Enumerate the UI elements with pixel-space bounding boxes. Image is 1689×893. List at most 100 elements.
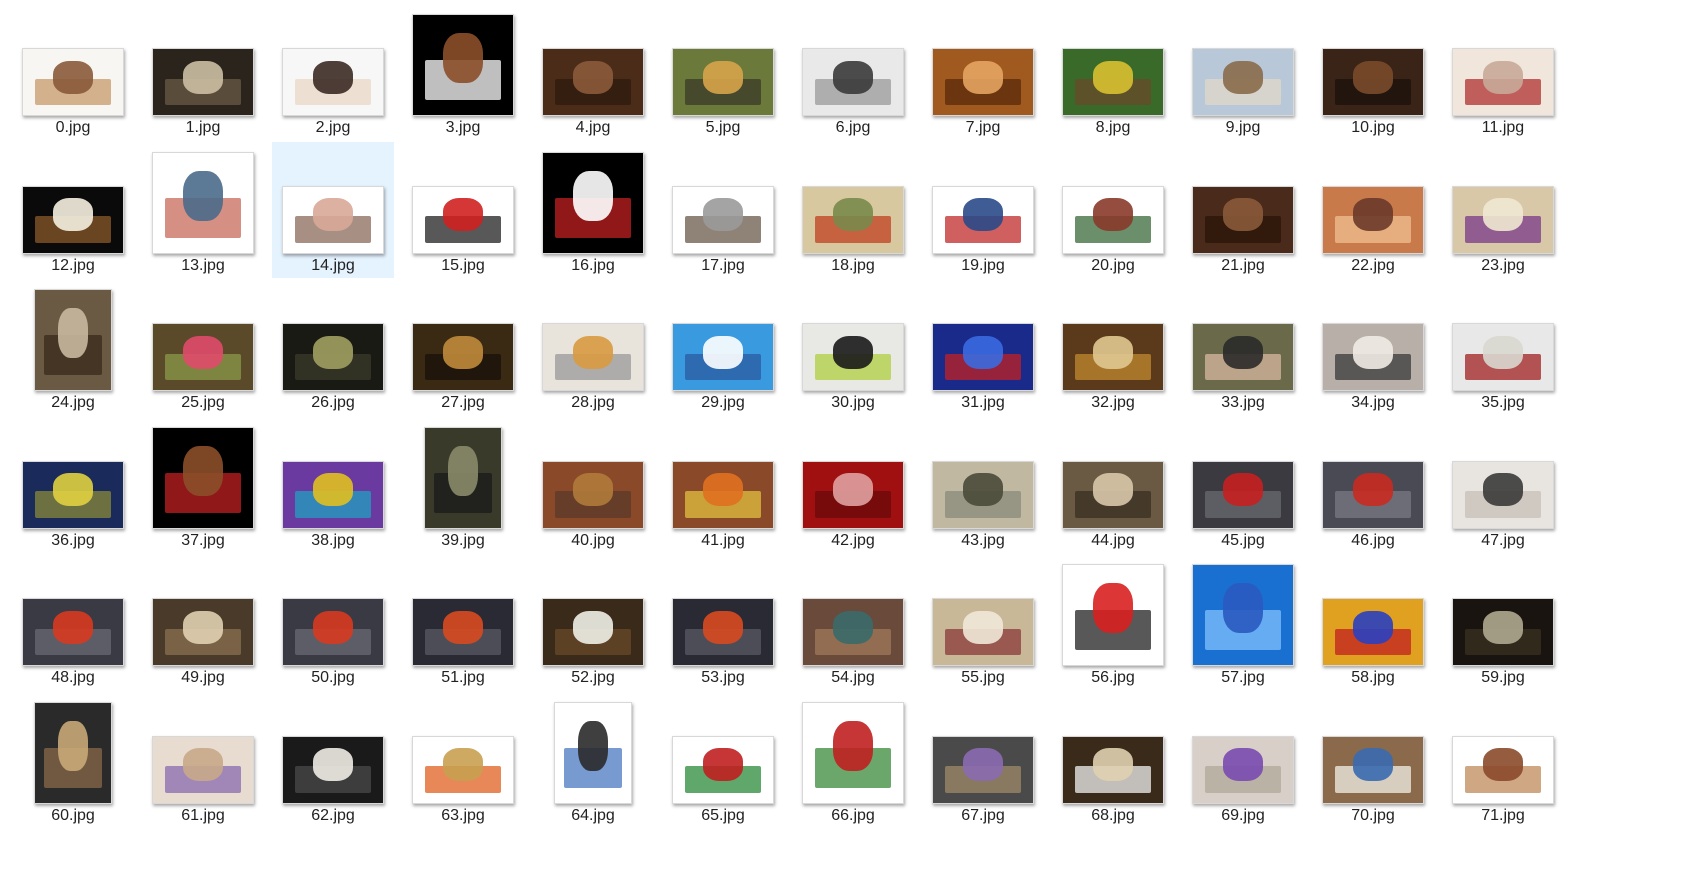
file-name: 1.jpg xyxy=(185,119,221,136)
file-item[interactable]: 42.jpg xyxy=(792,417,914,553)
file-item[interactable]: 16.jpg xyxy=(532,142,654,278)
file-item[interactable]: 38.jpg xyxy=(272,417,394,553)
notebook-icon xyxy=(1062,564,1164,666)
file-item[interactable]: 53.jpg xyxy=(662,554,784,690)
file-item[interactable]: 14.jpg xyxy=(272,141,394,278)
file-item[interactable]: 59.jpg xyxy=(1442,554,1564,690)
thumbnail-frame xyxy=(922,417,1044,529)
file-item[interactable]: 11.jpg xyxy=(1442,4,1564,140)
thumbnail-frame xyxy=(792,692,914,804)
thumbnail-frame xyxy=(272,417,394,529)
file-item[interactable]: 43.jpg xyxy=(922,417,1044,553)
file-item[interactable]: 21.jpg xyxy=(1182,142,1304,278)
file-item[interactable]: 4.jpg xyxy=(532,4,654,140)
file-item[interactable]: 47.jpg xyxy=(1442,417,1564,553)
heart-book-icon xyxy=(1322,323,1424,391)
file-item[interactable]: 44.jpg xyxy=(1052,417,1174,553)
book-lavender-icon xyxy=(1452,185,1554,254)
file-item[interactable]: 13.jpg xyxy=(142,142,264,278)
file-item[interactable]: 66.jpg xyxy=(792,692,914,828)
file-item[interactable]: 0.jpg xyxy=(12,4,134,140)
file-item[interactable]: 67.jpg xyxy=(922,692,1044,828)
file-item[interactable]: 63.jpg xyxy=(402,692,524,828)
file-item[interactable]: 6.jpg xyxy=(792,4,914,140)
file-name: 28.jpg xyxy=(571,394,615,411)
file-item[interactable]: 34.jpg xyxy=(1312,279,1434,415)
file-item[interactable]: 2.jpg xyxy=(272,4,394,140)
dictionary-icon xyxy=(542,323,644,391)
file-item[interactable]: 56.jpg xyxy=(1052,554,1174,690)
file-item[interactable]: 24.jpg xyxy=(12,279,134,415)
file-item[interactable]: 36.jpg xyxy=(12,417,134,553)
file-name: 17.jpg xyxy=(701,256,745,274)
file-name: 23.jpg xyxy=(1481,256,1525,274)
file-item[interactable]: 54.jpg xyxy=(792,554,914,690)
book-stack-icon xyxy=(152,151,254,254)
file-item[interactable]: 55.jpg xyxy=(922,554,1044,690)
file-item[interactable]: 41.jpg xyxy=(662,417,784,553)
file-item[interactable]: 65.jpg xyxy=(662,692,784,828)
file-item[interactable]: 17.jpg xyxy=(662,142,784,278)
file-item[interactable]: 48.jpg xyxy=(12,554,134,690)
file-item[interactable]: 40.jpg xyxy=(532,417,654,553)
thumbnail-frame xyxy=(142,279,264,391)
file-item[interactable]: 46.jpg xyxy=(1312,417,1434,553)
church-window-icon xyxy=(282,323,384,391)
thumbnail-frame xyxy=(1312,417,1434,529)
file-item[interactable]: 71.jpg xyxy=(1442,692,1564,828)
file-item[interactable]: 1.jpg xyxy=(142,4,264,140)
thumbnail-frame xyxy=(1052,142,1174,254)
file-item[interactable]: 62.jpg xyxy=(272,692,394,828)
file-item[interactable]: 9.jpg xyxy=(1182,4,1304,140)
file-item[interactable]: 61.jpg xyxy=(142,692,264,828)
file-item[interactable]: 57.jpg xyxy=(1182,554,1304,690)
file-item[interactable]: 32.jpg xyxy=(1052,279,1174,415)
file-item[interactable]: 22.jpg xyxy=(1312,142,1434,278)
file-item[interactable]: 51.jpg xyxy=(402,554,524,690)
file-item[interactable]: 27.jpg xyxy=(402,279,524,415)
file-name: 36.jpg xyxy=(51,531,95,549)
file-item[interactable]: 33.jpg xyxy=(1182,279,1304,415)
thumbnail-frame xyxy=(532,554,654,666)
file-item[interactable]: 50.jpg xyxy=(272,554,394,690)
file-item[interactable]: 7.jpg xyxy=(922,4,1044,140)
file-item[interactable]: 64.jpg xyxy=(532,692,654,828)
file-name: 8.jpg xyxy=(1095,119,1131,136)
thumbnail-frame xyxy=(402,417,524,529)
file-name: 25.jpg xyxy=(181,394,225,411)
thumbnail-frame xyxy=(12,554,134,666)
file-item[interactable]: 30.jpg xyxy=(792,279,914,415)
file-item[interactable]: 18.jpg xyxy=(792,142,914,278)
file-item[interactable]: 10.jpg xyxy=(1312,4,1434,140)
file-item[interactable]: 28.jpg xyxy=(532,279,654,415)
file-item[interactable]: 19.jpg xyxy=(922,142,1044,278)
file-item[interactable]: 26.jpg xyxy=(272,279,394,415)
file-item[interactable]: 69.jpg xyxy=(1182,692,1304,828)
file-item[interactable]: 12.jpg xyxy=(12,142,134,278)
file-item[interactable]: 8.jpg xyxy=(1052,4,1174,140)
file-item[interactable]: 52.jpg xyxy=(532,554,654,690)
file-name: 26.jpg xyxy=(311,394,355,411)
thumbnail-frame xyxy=(12,142,134,254)
file-item[interactable]: 68.jpg xyxy=(1052,692,1174,828)
file-item[interactable]: 20.jpg xyxy=(1052,142,1174,278)
file-item[interactable]: 23.jpg xyxy=(1442,142,1564,278)
file-item[interactable]: 45.jpg xyxy=(1182,417,1304,553)
file-item[interactable]: 70.jpg xyxy=(1312,692,1434,828)
file-item[interactable]: 31.jpg xyxy=(922,279,1044,415)
thumbnail-frame xyxy=(1312,554,1434,666)
file-item[interactable]: 35.jpg xyxy=(1442,279,1564,415)
file-item[interactable]: 37.jpg xyxy=(142,417,264,553)
file-item[interactable]: 5.jpg xyxy=(662,4,784,140)
file-item[interactable]: 29.jpg xyxy=(662,279,784,415)
file-item[interactable]: 25.jpg xyxy=(142,279,264,415)
book-pages-icon xyxy=(34,701,112,804)
file-item[interactable]: 39.jpg xyxy=(402,417,524,553)
file-item[interactable]: 60.jpg xyxy=(12,692,134,828)
file-item[interactable]: 15.jpg xyxy=(402,142,524,278)
apple-icon xyxy=(412,598,514,666)
file-item[interactable]: 58.jpg xyxy=(1312,554,1434,690)
file-item[interactable]: 49.jpg xyxy=(142,554,264,690)
file-item[interactable]: 3.jpg xyxy=(402,4,524,140)
file-name: 43.jpg xyxy=(961,531,1005,549)
